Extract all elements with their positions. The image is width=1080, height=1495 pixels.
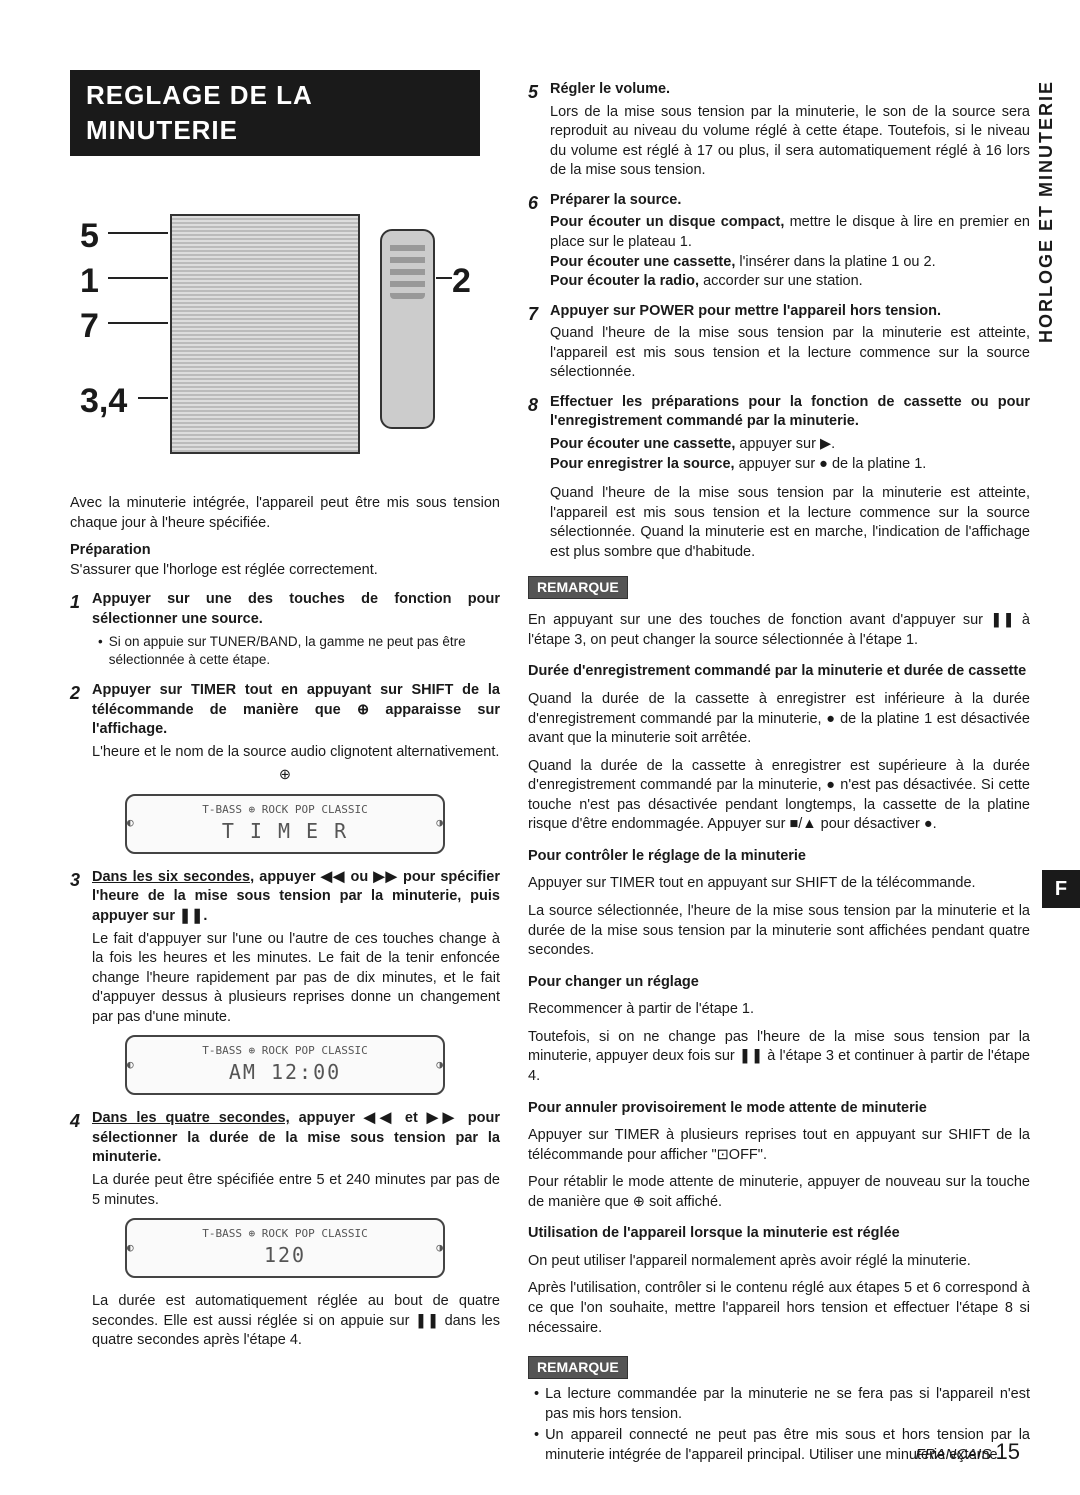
step-title: Appuyer sur TIMER tout en appuyant sur S…: [92, 681, 500, 740]
step-text: Pour écouter une cassette, l'insérer dan…: [550, 253, 1030, 273]
step-num: 8: [528, 393, 550, 563]
step-num: 6: [528, 191, 550, 292]
remark-text: En appuyant sur une des touches de fonct…: [528, 611, 1030, 650]
display-panel-3: ◐ T-BASS ⊕ ROCK POP CLASSIC 120 ◑: [125, 1218, 445, 1278]
callout-5: 5: [80, 214, 99, 260]
section-text: Pour rétablir le mode attente de minuter…: [528, 1173, 1030, 1212]
section-text: La source sélectionnée, l'heure de la mi…: [528, 902, 1030, 961]
lead-line: [108, 322, 168, 324]
section-text: Après l'utilisation, contrôler si le con…: [528, 1279, 1030, 1338]
panel-segment: AM 12:00: [229, 1060, 341, 1084]
section-text: On peut utiliser l'appareil normalement …: [528, 1252, 1030, 1272]
prep-heading: Préparation: [70, 542, 151, 558]
display-panel-2: ◐ T-BASS ⊕ ROCK POP CLASSIC AM 12:00 ◑: [125, 1035, 445, 1095]
panel-header: T-BASS ⊕ ROCK POP CLASSIC: [202, 1044, 368, 1057]
step-7: 7 Appuyer sur POWER pour mettre l'appare…: [528, 302, 1030, 383]
section-text: Quand la durée de la cassette à enregist…: [528, 690, 1030, 749]
step-num: 7: [528, 302, 550, 383]
step-text: Pour écouter une cassette, appuyer sur ▶…: [550, 435, 1030, 455]
step-text: L'heure et le nom de la source audio cli…: [92, 743, 500, 763]
panel-header: T-BASS ⊕ ROCK POP CLASSIC: [202, 803, 368, 816]
section-text: Recommencer à partir de l'étape 1.: [528, 1000, 1030, 1020]
section-text: Appuyer sur TIMER tout en appuyant sur S…: [528, 874, 1030, 894]
callout-7: 7: [80, 304, 99, 350]
step-text: La durée peut être spécifiée entre 5 et …: [92, 1171, 500, 1210]
step-3: 3 Dans les six secondes, appuyer ◀◀ ou ▶…: [70, 868, 500, 1028]
footer-page: 15: [996, 1439, 1020, 1464]
step-num: 4: [70, 1109, 92, 1210]
step-bullet: Si on appuie sur TUNER/BAND, la gamme ne…: [98, 633, 500, 669]
lead-line: [436, 277, 452, 279]
step-text: Pour enregistrer la source, appuyer sur …: [550, 455, 1030, 475]
right-column: 5 Régler le volume. Lors de la mise sous…: [528, 70, 1030, 1467]
prep-text: S'assurer que l'horloge est réglée corre…: [70, 562, 378, 578]
step-text: Pour écouter un disque compact, mettre l…: [550, 213, 1030, 252]
step-text: Le fait d'appuyer sur l'une ou l'autre d…: [92, 930, 500, 1028]
step-5: 5 Régler le volume. Lors de la mise sous…: [528, 80, 1030, 181]
tab-f: F: [1042, 870, 1080, 908]
step-4: 4 Dans les quatre secondes, appuyer ◀◀ e…: [70, 1109, 500, 1210]
section-heading: Durée d'enregistrement commandé par la m…: [528, 662, 1030, 682]
step-title: Appuyer sur une des touches de fonction …: [92, 590, 500, 629]
lead-line: [138, 397, 168, 399]
remote-illustration: [380, 229, 435, 429]
lead-line: [108, 277, 168, 279]
step-6: 6 Préparer la source. Pour écouter un di…: [528, 191, 1030, 292]
step-num: 5: [528, 80, 550, 181]
panel-header: T-BASS ⊕ ROCK POP CLASSIC: [202, 1227, 368, 1240]
product-diagram: 5 1 7 3,4 2: [80, 184, 490, 474]
step-title: Régler le volume.: [550, 80, 1030, 100]
step-title: Préparer la source.: [550, 191, 1030, 211]
step-title: Effectuer les préparations pour la fonct…: [550, 393, 1030, 432]
clock-icon: [279, 767, 291, 783]
step-text: Pour écouter la radio, accorder sur une …: [550, 272, 1030, 292]
stereo-illustration: [170, 214, 360, 454]
intro-text: Avec la minuterie intégrée, l'appareil p…: [70, 494, 500, 533]
display-panel-1: ◐ T-BASS ⊕ ROCK POP CLASSIC T I M E R ◑: [125, 794, 445, 854]
panel-segment: T I M E R: [222, 819, 348, 843]
step-text: Lors de la mise sous tension par la minu…: [550, 103, 1030, 181]
footer-lang: FRANÇAIS: [916, 1446, 992, 1463]
step-text: Quand l'heure de la mise sous tension pa…: [550, 484, 1030, 562]
step-1: 1 Appuyer sur une des touches de fonctio…: [70, 590, 500, 671]
step-title: Dans les six secondes, appuyer ◀◀ ou ▶▶ …: [92, 868, 500, 927]
step-title: Appuyer sur POWER pour mettre l'appareil…: [550, 302, 1030, 322]
step-num: 2: [70, 681, 92, 762]
page-title: REGLAGE DE LA MINUTERIE: [70, 70, 480, 156]
page-columns: REGLAGE DE LA MINUTERIE 5 1 7 3,4 2 Avec…: [70, 70, 1030, 1467]
section-heading: Pour changer un réglage: [528, 973, 1030, 993]
section-text: Toutefois, si on ne change pas l'heure d…: [528, 1028, 1030, 1087]
step-8: 8 Effectuer les préparations pour la fon…: [528, 393, 1030, 563]
section-heading: Pour annuler provisoirement le mode atte…: [528, 1099, 1030, 1119]
lead-line: [108, 232, 168, 234]
section-heading: Pour contrôler le réglage de la minuteri…: [528, 847, 1030, 867]
remark-badge: REMARQUE: [528, 1356, 628, 1379]
step-text: Quand l'heure de la mise sous tension pa…: [550, 324, 1030, 383]
panel-segment: 120: [264, 1243, 306, 1267]
left-column: REGLAGE DE LA MINUTERIE 5 1 7 3,4 2 Avec…: [70, 70, 500, 1467]
remark-bullet: La lecture commandée par la minuterie ne…: [534, 1385, 1030, 1424]
section-text: Quand la durée de la cassette à enregist…: [528, 757, 1030, 835]
remark-badge: REMARQUE: [528, 576, 628, 599]
callout-2: 2: [452, 259, 471, 305]
section-heading: Utilisation de l'appareil lorsque la min…: [528, 1224, 1030, 1244]
section-text: Appuyer sur TIMER à plusieurs reprises t…: [528, 1126, 1030, 1165]
side-label: HORLOGE ET MINUTERIE: [1034, 80, 1058, 343]
after-text: La durée est automatiquement réglée au b…: [92, 1292, 500, 1351]
step-2: 2 Appuyer sur TIMER tout en appuyant sur…: [70, 681, 500, 762]
callout-1: 1: [80, 259, 99, 305]
step-num: 3: [70, 868, 92, 1028]
callout-34: 3,4: [80, 379, 127, 425]
step-title: Dans les quatre secondes, appuyer ◀◀ et …: [92, 1109, 500, 1168]
step-num: 1: [70, 590, 92, 671]
page-footer: FRANÇAIS 15: [916, 1437, 1021, 1467]
